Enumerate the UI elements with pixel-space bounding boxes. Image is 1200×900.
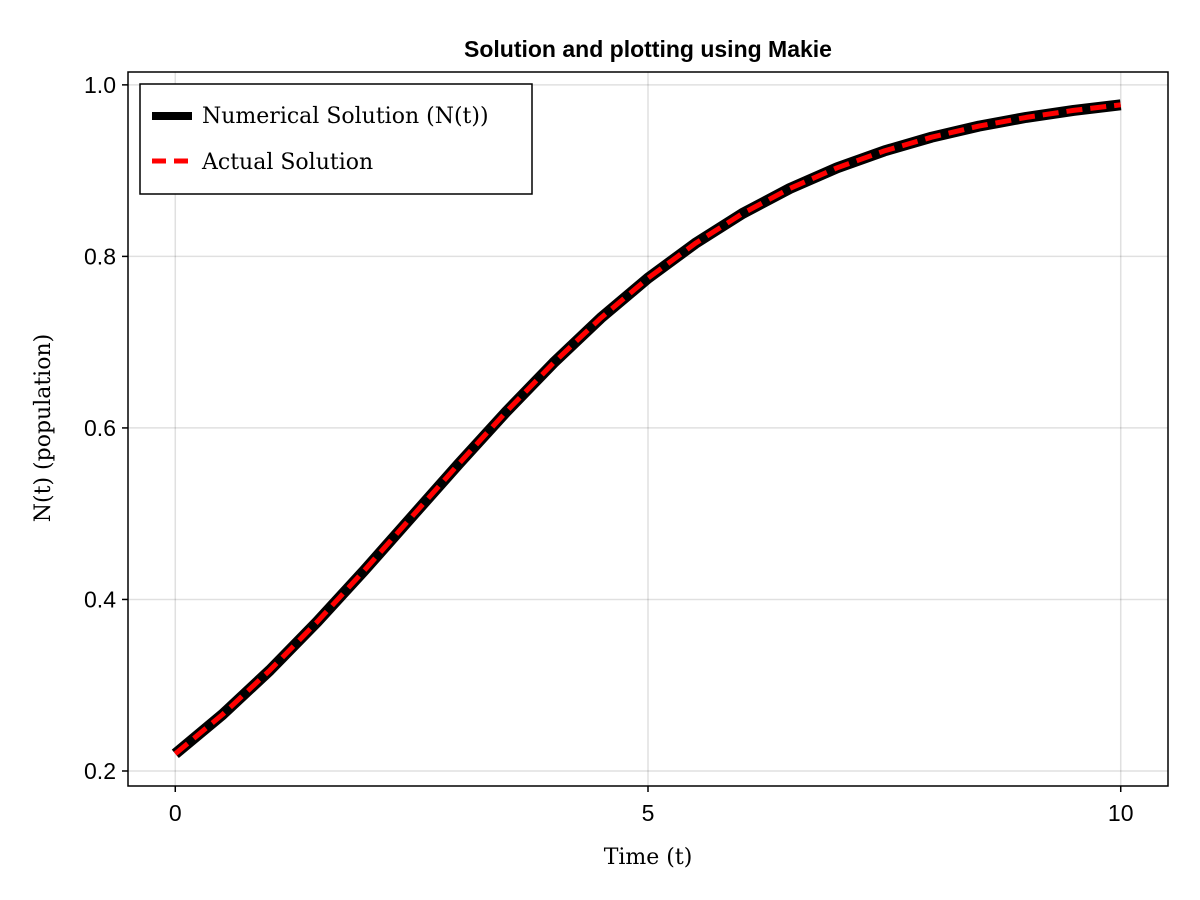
x-tick-label: 0 (169, 800, 182, 826)
legend-label-actual: Actual Solution (201, 150, 373, 175)
legend-label-numerical: Numerical Solution (N(t)) (202, 104, 489, 129)
y-tick-label: 0.8 (84, 243, 116, 269)
x-tick-label: 5 (642, 800, 655, 826)
x-tick-label: 10 (1108, 800, 1134, 826)
ticks: 0 5 10 0.2 0.4 0.6 0.8 1.0 (84, 72, 1134, 826)
y-axis-label: N(t) (population) (31, 334, 56, 522)
series-lines (171, 99, 1122, 759)
x-axis-label: Time (t) (604, 845, 693, 870)
legend-box (139, 83, 533, 195)
legend: Numerical Solution (N(t)) Actual Solutio… (139, 83, 533, 195)
y-tick-label: 0.2 (84, 758, 116, 784)
y-tick-label: 0.6 (84, 415, 116, 441)
y-tick-label: 0.4 (84, 586, 116, 612)
chart-title: Solution and plotting using Makie (464, 36, 832, 62)
series-line-actual (173, 102, 1121, 756)
grid (128, 72, 1168, 786)
y-tick-label: 1.0 (84, 72, 116, 98)
